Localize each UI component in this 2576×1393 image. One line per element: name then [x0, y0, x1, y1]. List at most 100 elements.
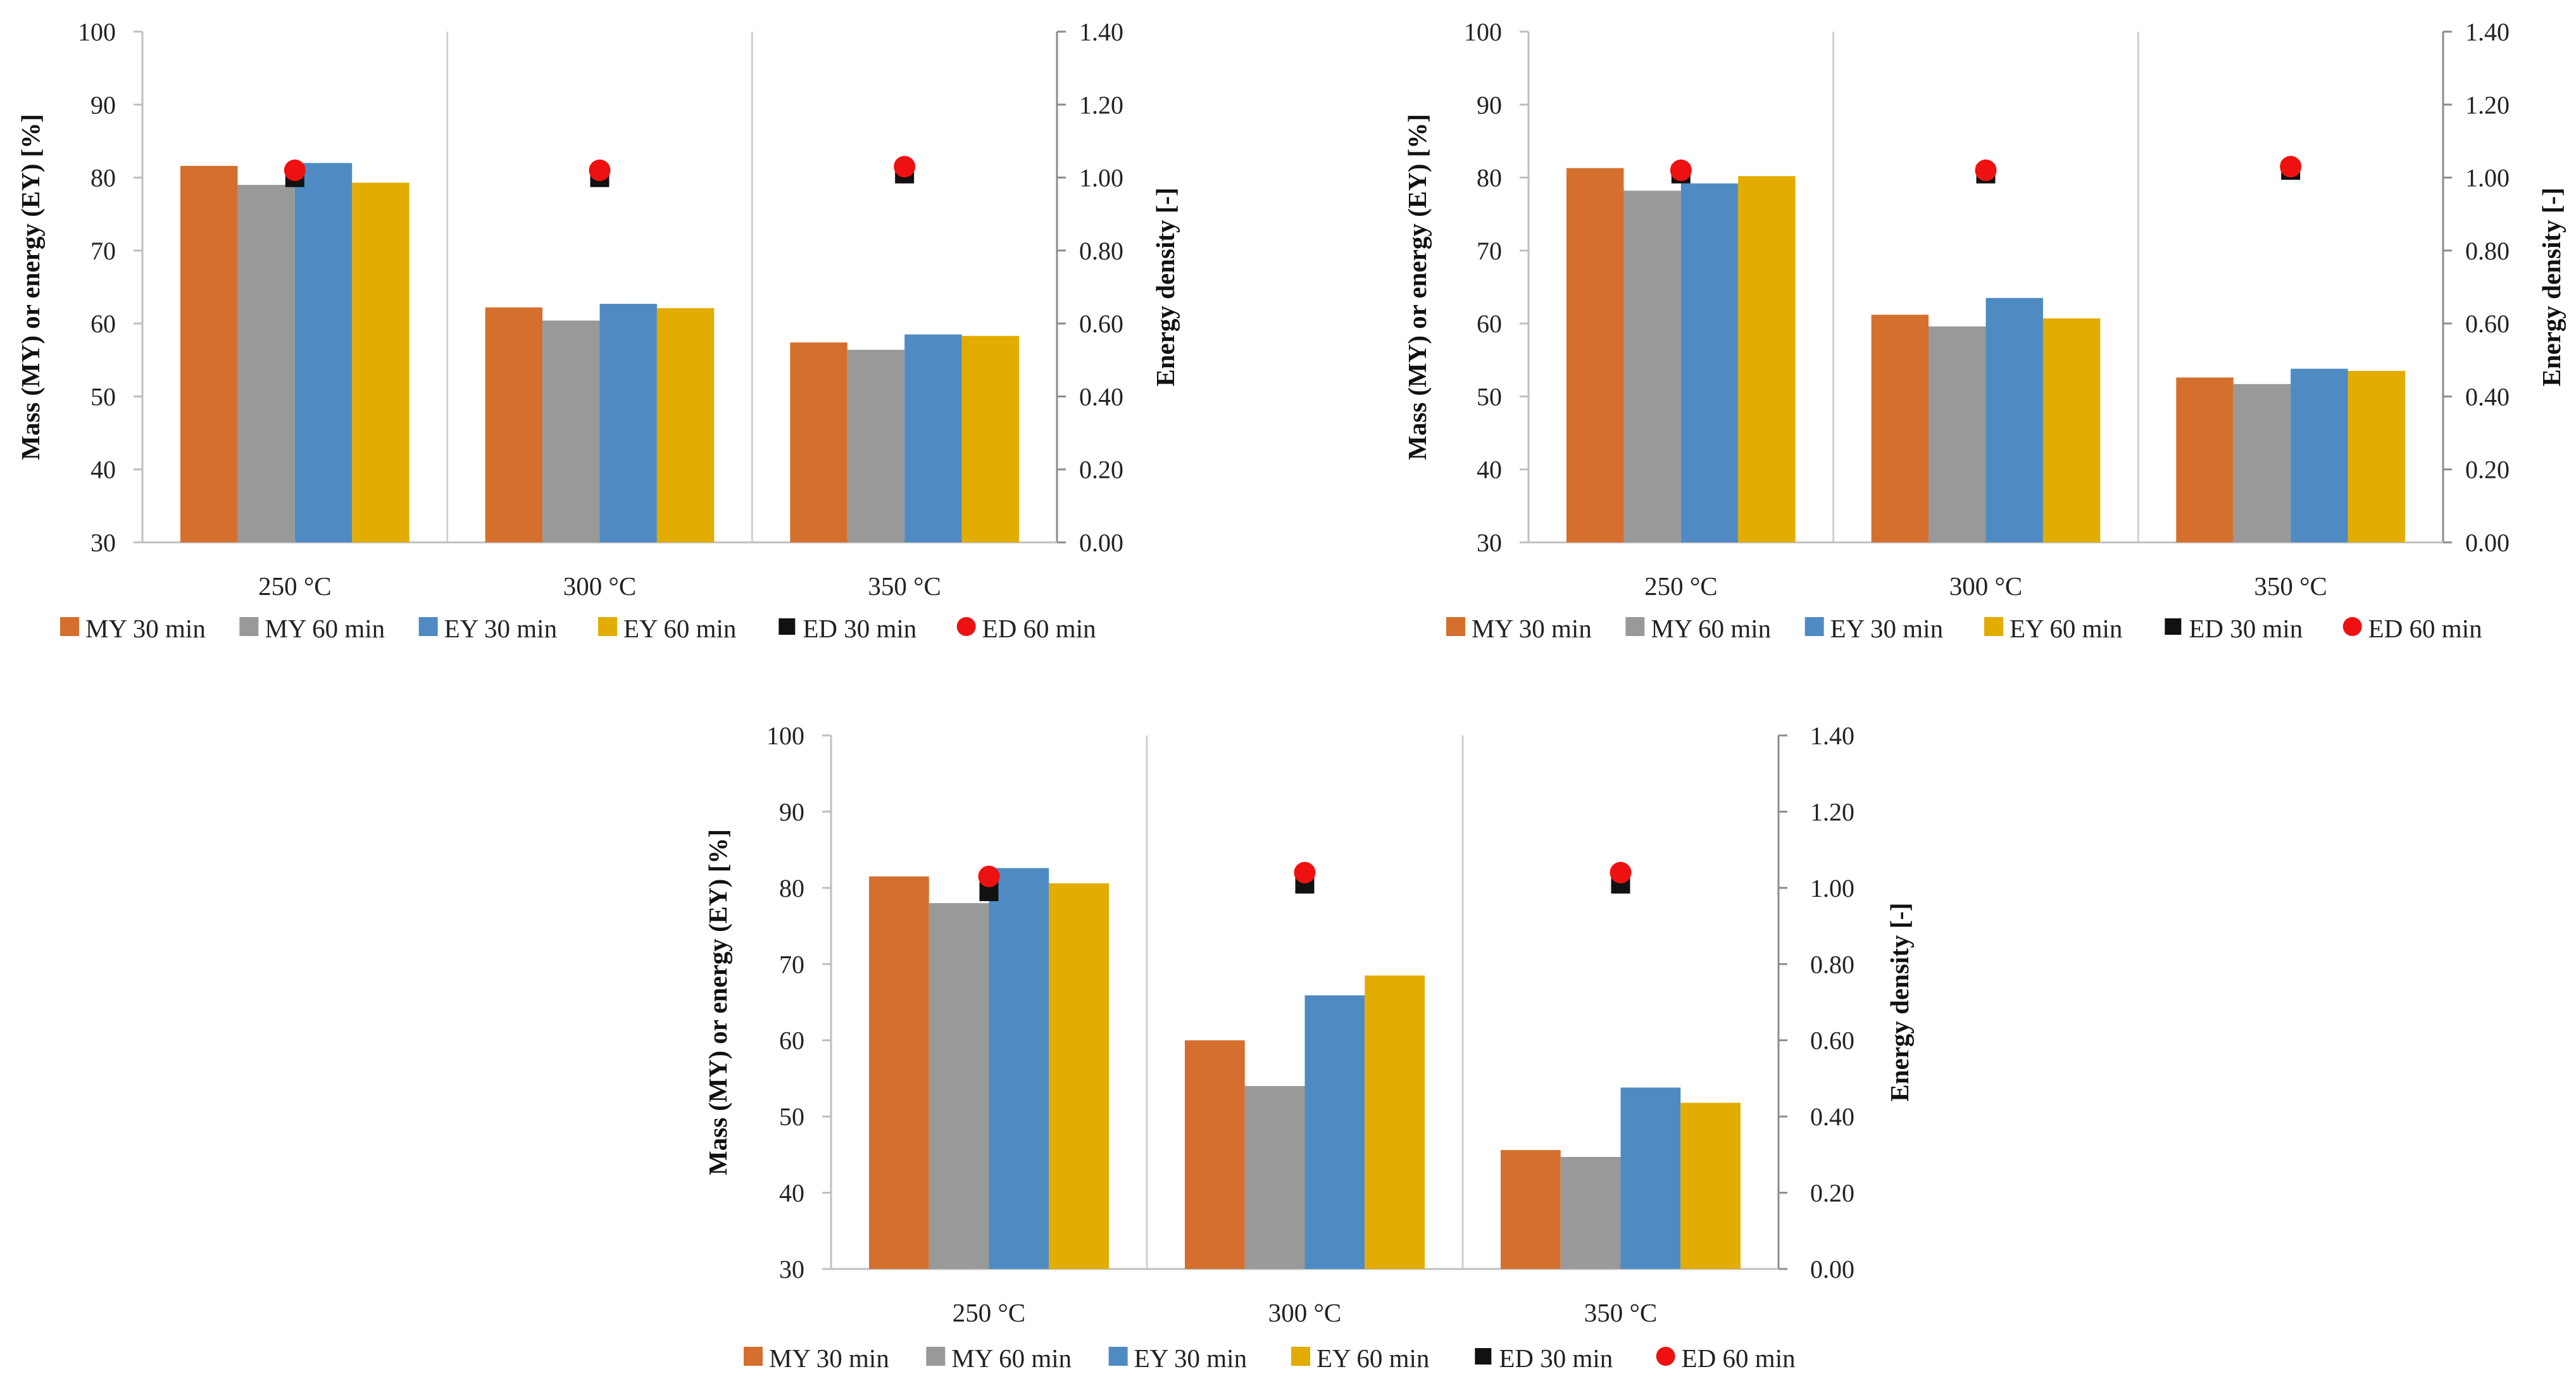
x-category-label: 300 °C	[1949, 572, 2023, 601]
legend-ey-30-min: EY 30 min	[1108, 1344, 1247, 1373]
legend-swatch	[60, 617, 79, 636]
y2-axis-title: Energy density [-]	[1151, 187, 1180, 386]
legend-ey-60-min: EY 60 min	[598, 614, 736, 643]
bar-ey-60-min	[352, 182, 410, 542]
y-axis-title: Mass (MY) or energy (EY) [%]	[16, 114, 45, 460]
legend-swatch	[1804, 617, 1824, 636]
legend-swatch	[2165, 618, 2182, 635]
legend-swatch	[1446, 617, 1465, 636]
bar-ey-60-min	[656, 308, 715, 542]
y-tick-label: 100	[766, 721, 804, 750]
y2-tick-label: 0.60	[2465, 309, 2510, 338]
legend-label: MY 60 min	[265, 614, 385, 643]
bar-my-30-min	[1566, 168, 1624, 542]
x-category-label: 250 °C	[258, 572, 332, 601]
legend-my-30-min: MY 30 min	[1446, 614, 1592, 643]
legend-ed-60-min: ED 60 min	[1656, 1344, 1796, 1373]
y-tick-label: 60	[779, 1027, 804, 1055]
bar-ey-30-min	[904, 334, 962, 542]
y-tick-label: 40	[1477, 456, 1502, 484]
y-tick-label: 30	[1477, 528, 1502, 557]
y2-tick-label: 1.40	[1079, 18, 1123, 46]
legend-ey-30-min: EY 30 min	[418, 614, 557, 643]
bar-ey-60-min	[1365, 975, 1425, 1269]
bar-my-60-min	[237, 185, 295, 543]
legend-ed-30-min: ED 30 min	[2165, 614, 2303, 643]
marker-ed-60-min	[284, 159, 306, 182]
bar-ey-60-min	[1049, 883, 1109, 1269]
bar-ey-60-min	[2042, 318, 2101, 542]
y-axis-title: Mass (MY) or energy (EY) [%]	[1403, 114, 1432, 460]
bar-ey-30-min	[1680, 183, 1739, 542]
legend-label: MY 30 min	[1472, 614, 1592, 643]
legend-label: EY 60 min	[1316, 1344, 1429, 1373]
y-axis-title: Mass (MY) or energy (EY) [%]	[703, 829, 732, 1175]
y2-tick-label: 0.80	[2465, 237, 2510, 265]
x-category-label: 250 °C	[1644, 572, 1718, 601]
bar-my-60-min	[1244, 1085, 1305, 1269]
y-tick-label: 30	[91, 528, 116, 557]
legend-swatch	[1108, 1347, 1128, 1366]
legend-ey-60-min: EY 60 min	[1291, 1344, 1429, 1373]
bar-ey-30-min	[599, 304, 657, 542]
legend-label: EY 30 min	[444, 614, 557, 643]
legend-swatch	[2342, 617, 2362, 636]
y-tick-label: 50	[779, 1103, 804, 1131]
legend-swatch	[598, 617, 617, 636]
marker-ed-60-min	[978, 865, 1000, 887]
y2-tick-label: 1.00	[2465, 164, 2510, 192]
y2-axis-title: Energy density [-]	[2537, 187, 2566, 386]
y2-tick-label: 0.40	[1810, 1103, 1854, 1131]
x-category-label: 350 °C	[1584, 1298, 1658, 1327]
y-tick-label: 50	[91, 382, 116, 411]
legend-ed-60-min: ED 60 min	[956, 614, 1096, 643]
bar-my-30-min	[1871, 315, 1929, 542]
legend-label: ED 30 min	[2189, 614, 2303, 643]
bar-my-30-min	[790, 342, 847, 542]
y2-tick-label: 1.00	[1079, 164, 1123, 192]
legend-swatch	[1291, 1347, 1310, 1366]
chart-top-left: 30 40 50 60 70 80 90 100 0.00 0.20 0.40 0.60 0.80 1.0…	[16, 18, 1180, 643]
legend-ed-60-min: ED 60 min	[2342, 614, 2482, 643]
y2-tick-label: 1.20	[1810, 797, 1854, 826]
y2-tick-label: 0.60	[1079, 309, 1123, 338]
y-tick-label: 40	[91, 456, 116, 484]
bar-my-60-min	[1560, 1156, 1621, 1269]
y-tick-label: 80	[91, 164, 116, 192]
y-tick-label: 60	[91, 309, 116, 338]
x-category-label: 300 °C	[1268, 1298, 1342, 1327]
legend-label: MY 60 min	[951, 1344, 1072, 1373]
legend-label: MY 30 min	[85, 614, 206, 643]
y2-tick-label: 0.20	[1810, 1179, 1854, 1208]
y2-tick-label: 0.00	[1079, 528, 1123, 557]
legend-ey-30-min: EY 30 min	[1804, 614, 1943, 643]
legend-swatch	[956, 617, 976, 636]
legend-label: EY 60 min	[2010, 614, 2122, 643]
legend-swatch	[418, 617, 438, 636]
y2-tick-label: 1.40	[2465, 18, 2510, 46]
chart-top-right: 30 40 50 60 70 80 90 100 0.00 0.20 0.40 0.60 0.80 1.0…	[1403, 18, 2566, 643]
bar-ey-60-min	[961, 335, 1019, 542]
y-tick-label: 100	[78, 18, 116, 46]
legend-swatch	[1656, 1347, 1675, 1366]
legend-label: MY 30 min	[769, 1344, 889, 1373]
y2-tick-label: 1.40	[1810, 721, 1854, 750]
legend-swatch	[1625, 617, 1645, 636]
bar-my-30-min	[2176, 377, 2234, 542]
legend-my-30-min: MY 30 min	[744, 1344, 889, 1373]
y-tick-label: 80	[779, 874, 804, 903]
legend-label: EY 30 min	[1134, 1344, 1247, 1373]
x-category-label: 250 °C	[953, 1298, 1026, 1327]
bar-my-60-min	[847, 349, 905, 542]
x-category-label: 350 °C	[868, 572, 941, 601]
y-tick-label: 70	[91, 237, 116, 265]
chart-bottom-center: 30 40 50 60 70 80 90 100 0.00 0.20 0.40 0.60 0.80 1.0…	[703, 721, 1914, 1373]
legend-swatch	[778, 618, 796, 635]
y2-tick-label: 0.00	[2465, 528, 2510, 557]
marker-ed-60-min	[1975, 159, 1997, 182]
x-category-label: 350 °C	[2254, 572, 2327, 601]
legend-label: MY 60 min	[1651, 614, 1771, 643]
legend-swatch	[744, 1347, 763, 1366]
bar-my-30-min	[180, 166, 238, 542]
